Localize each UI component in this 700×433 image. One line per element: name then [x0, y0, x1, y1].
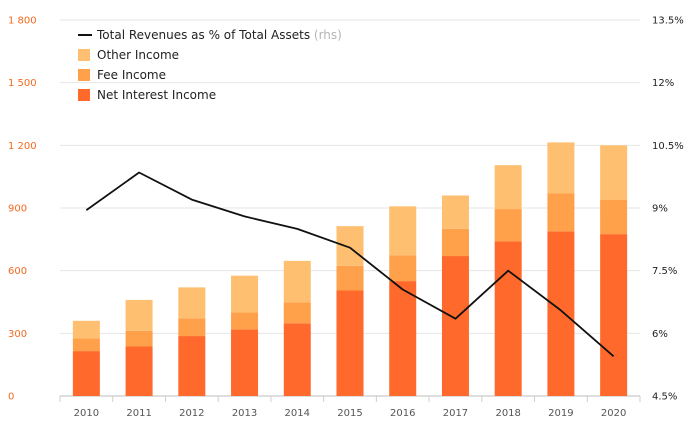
ratio-line-layer [85, 171, 615, 357]
bar-fee-income-2012 [178, 318, 206, 337]
x-tick-label: 2017 [443, 408, 468, 419]
bar-other-income-2015 [336, 226, 364, 266]
bar-fee-income-2017 [441, 228, 469, 257]
legend-swatch-fee-income [78, 69, 90, 81]
bar-fee-income-2011 [125, 330, 153, 347]
left-tick-label: 1 800 [8, 16, 37, 27]
bar-fee-income-2018 [494, 209, 522, 242]
legend-label-net-interest-income: Net Interest Income [97, 88, 216, 102]
x-tick-label: 2010 [74, 408, 99, 419]
bar-fee-income-2010 [72, 338, 100, 352]
legend-swatch-other-income [78, 49, 90, 61]
bar-net-interest-income-2014 [283, 323, 311, 396]
legend-swatch-net-interest-income [78, 89, 90, 101]
legend-label-other-income: Other Income [97, 48, 179, 62]
legend-line-label: Total Revenues as % of Total Assets (rhs… [96, 28, 342, 42]
bar-other-income-2014 [283, 260, 311, 303]
bar-other-income-2018 [494, 165, 522, 210]
x-axis-ticks: 2010 2011 2012 2013 2014 2015 2016 2017 2018 2019… [59, 396, 641, 419]
bar-net-interest-income-2012 [178, 336, 206, 396]
x-tick-label: 2011 [126, 408, 151, 419]
x-tick-label: 2014 [285, 408, 310, 419]
right-tick-label: 6% [652, 329, 668, 340]
bar-net-interest-income-2013 [231, 329, 259, 396]
left-tick-label: 1 200 [8, 141, 37, 152]
bar-other-income-2011 [125, 299, 153, 331]
bar-net-interest-income-2011 [125, 346, 153, 396]
bar-other-income-2019 [547, 142, 575, 194]
bar-net-interest-income-2017 [441, 256, 469, 396]
bar-net-interest-income-2020 [600, 234, 628, 396]
bar-fee-income-2016 [389, 255, 417, 282]
bar-other-income-2013 [231, 275, 259, 313]
right-tick-label: 10.5% [652, 141, 684, 152]
bar-fee-income-2014 [283, 302, 311, 324]
left-tick-label: 900 [8, 204, 27, 215]
x-tick-label: 2018 [495, 408, 520, 419]
x-tick-label: 2015 [337, 408, 362, 419]
left-tick-label: 1 500 [8, 78, 37, 89]
bar-fee-income-2015 [336, 265, 364, 291]
bar-net-interest-income-2018 [494, 241, 522, 396]
x-tick-label: 2016 [390, 408, 415, 419]
bar-other-income-2012 [178, 287, 206, 319]
left-tick-label: 0 [8, 392, 14, 403]
left-tick-label: 300 [8, 329, 27, 340]
bar-fee-income-2020 [600, 199, 628, 235]
x-tick-label: 2019 [548, 408, 573, 419]
ratio-line [85, 171, 615, 357]
x-tick-label: 2013 [232, 408, 257, 419]
bar-other-income-2010 [72, 320, 100, 339]
left-axis-ticks: 0 300 600 900 1 200 1 500 1 800 [8, 16, 37, 403]
legend-label-fee-income: Fee Income [97, 68, 166, 82]
right-tick-label: 4.5% [652, 392, 677, 403]
right-tick-label: 7.5% [652, 266, 677, 277]
left-tick-label: 600 [8, 266, 27, 277]
bar-fee-income-2013 [231, 312, 259, 330]
bar-net-interest-income-2016 [389, 281, 417, 396]
bar-other-income-2016 [389, 206, 417, 256]
right-tick-label: 13.5% [652, 16, 684, 27]
right-axis-ticks: 4.5% 6% 7.5% 9% 10.5% 12% 13.5% [652, 16, 684, 403]
bar-other-income-2017 [441, 195, 469, 229]
stacked-bars [72, 142, 628, 396]
right-tick-label: 9% [652, 204, 668, 215]
bar-net-interest-income-2015 [336, 290, 364, 396]
bar-other-income-2020 [600, 145, 628, 200]
right-tick-label: 12% [652, 78, 674, 89]
bar-fee-income-2019 [547, 193, 575, 232]
x-tick-label: 2012 [179, 408, 204, 419]
bar-net-interest-income-2019 [547, 231, 575, 396]
legend: Total Revenues as % of Total Assets (rhs… [78, 28, 342, 102]
bar-net-interest-income-2010 [72, 351, 100, 396]
x-tick-label: 2020 [601, 408, 626, 419]
